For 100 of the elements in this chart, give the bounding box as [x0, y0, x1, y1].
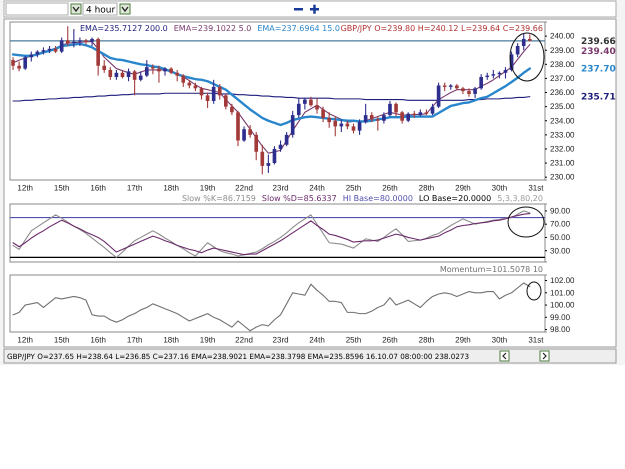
text: EMA=235.7127 200.0 — [80, 24, 168, 33]
text: 239.40 — [581, 46, 616, 57]
candlestick — [436, 82, 440, 109]
x-tick-label: 18th — [163, 184, 179, 193]
y-tick-label: 102.00 — [550, 276, 576, 286]
candlestick — [309, 96, 313, 108]
candlestick — [382, 112, 386, 124]
candlestick — [516, 42, 520, 58]
candlestick — [290, 110, 295, 138]
x-tick-label: 16th — [90, 336, 106, 345]
text: Slow %K=86.7159 — [182, 194, 256, 203]
candlestick — [485, 72, 490, 80]
candlestick — [248, 124, 252, 138]
ref-line-label: HI Base=80.0000 — [342, 194, 413, 203]
x-tick-label: 12th — [17, 184, 33, 193]
candlestick — [260, 144, 264, 175]
y-tick-label: 238.00 — [550, 60, 576, 69]
x-tick-label: 23rd — [272, 336, 289, 345]
x-tick-label: 22nd — [235, 336, 253, 345]
candlestick — [126, 68, 130, 82]
y-tick-label: 233.00 — [550, 130, 576, 140]
candlestick — [296, 98, 301, 118]
y-tick-label: 232.00 — [550, 144, 576, 154]
x-tick-label: 12th — [17, 336, 33, 345]
candlestick — [358, 118, 362, 136]
y-tick-label: 234.00 — [550, 116, 576, 126]
text: Momentum=101.5078 10 — [440, 265, 543, 274]
candlestick — [157, 65, 161, 84]
candlestick — [448, 84, 453, 90]
y-tick-label: 90.00 — [550, 206, 571, 216]
x-tick-label: 22nd — [235, 184, 253, 193]
y-tick-label: 70.00 — [550, 220, 571, 229]
candlestick — [340, 118, 344, 133]
text: 237.70 — [581, 64, 616, 75]
x-tick-label: 28th — [418, 184, 434, 193]
x-tick-label: 15th — [54, 336, 70, 345]
candlestick — [352, 123, 356, 134]
y-tick-label: 50.00 — [550, 233, 571, 242]
y-tick-label: 240.00 — [550, 32, 576, 41]
text: Slow %D=85.6337 — [262, 194, 337, 203]
x-tick-label: 17th — [126, 336, 142, 345]
candlestick — [212, 79, 216, 104]
candlestick — [370, 112, 374, 123]
text: EMA=237.6964 15.0 — [257, 24, 340, 33]
candlestick — [151, 64, 155, 75]
candlestick — [254, 131, 258, 161]
candlestick — [327, 112, 331, 128]
y-tick-label: 30.00 — [550, 246, 571, 256]
text: 5,3,3,80,20 — [497, 194, 543, 203]
x-tick-label: 23rd — [272, 184, 289, 193]
y-tick-label: 99.00 — [550, 312, 571, 322]
x-tick-label: 19th — [200, 184, 216, 193]
x-tick-label: 29th — [455, 336, 471, 345]
candlestick — [242, 126, 246, 142]
candlestick — [17, 60, 21, 72]
candlestick — [430, 103, 434, 116]
text: EMA=239.1022 5.0 — [174, 24, 252, 33]
x-tick-label: 30th — [492, 184, 508, 193]
candlestick — [303, 98, 307, 110]
x-tick-label: 24th — [309, 336, 325, 345]
candlestick — [278, 140, 282, 152]
x-tick-label: 16th — [90, 184, 106, 193]
candlestick — [394, 102, 398, 118]
text: 235.71 — [581, 92, 616, 103]
candlestick — [181, 74, 186, 88]
x-tick-label: 26th — [382, 184, 398, 193]
candlestick — [138, 70, 143, 82]
x-tick-label: 17th — [126, 184, 142, 193]
candlestick — [406, 112, 410, 123]
candlestick — [230, 103, 234, 116]
x-tick-label: 26th — [382, 336, 398, 345]
candlestick — [132, 69, 136, 96]
candlestick — [224, 93, 228, 110]
candlestick — [144, 60, 149, 78]
x-tick-label: 18th — [163, 336, 179, 345]
x-tick-label: 31st — [528, 184, 544, 193]
x-tick-label: 25th — [346, 336, 362, 345]
candlestick — [364, 103, 368, 124]
candlestick — [200, 86, 204, 100]
y-tick-label: 230.00 — [550, 172, 576, 182]
y-tick-label: 98.00 — [550, 325, 571, 334]
candlestick — [284, 131, 288, 147]
candlestick — [400, 110, 404, 124]
candlestick — [479, 74, 483, 90]
y-tick-label: 237.00 — [550, 74, 576, 83]
candlestick — [321, 106, 325, 123]
candlestick — [108, 66, 112, 80]
x-tick-label: 25th — [346, 184, 362, 193]
x-tick-label: 30th — [492, 336, 508, 345]
candlestick — [388, 100, 392, 118]
y-tick-label: 235.00 — [550, 102, 576, 112]
x-tick-label: 19th — [200, 336, 216, 345]
candlestick — [23, 55, 28, 71]
candlestick — [266, 154, 270, 174]
candlestick — [376, 116, 380, 132]
candlestick — [315, 98, 319, 114]
x-tick-label: 15th — [54, 184, 70, 193]
text: 239.66 — [581, 36, 616, 47]
candlestick — [473, 86, 477, 99]
candlestick — [333, 116, 338, 137]
